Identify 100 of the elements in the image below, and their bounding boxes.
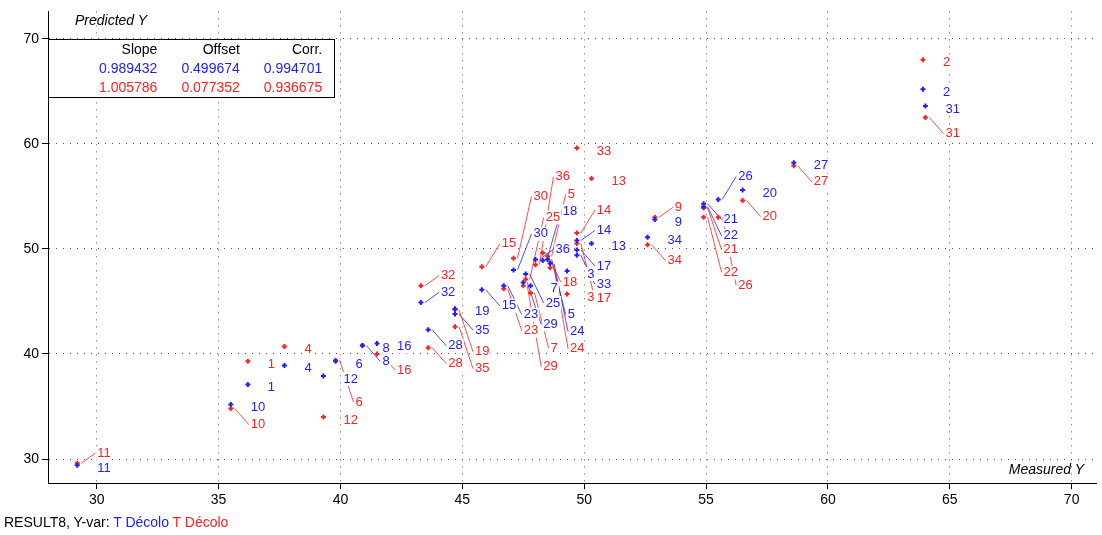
y-tick-label: 30 bbox=[23, 449, 40, 466]
x-tick-label: 35 bbox=[210, 491, 227, 508]
annotation: 21 bbox=[723, 241, 739, 257]
annotation: 15 bbox=[501, 235, 517, 251]
x-tick-label: 55 bbox=[698, 491, 715, 508]
annotation: 8 bbox=[382, 353, 390, 369]
y-tick-label: 50 bbox=[23, 239, 40, 256]
x-axis-title: Measured Y bbox=[1008, 461, 1086, 478]
annotation: 31 bbox=[945, 125, 960, 141]
annotation: 11 bbox=[97, 444, 111, 460]
annotation: 34 bbox=[667, 252, 683, 268]
text: T Décolo bbox=[172, 514, 229, 530]
annotation: 0.936675 bbox=[262, 77, 324, 97]
annotation: 0.077352 bbox=[180, 77, 241, 97]
annotation: 31 bbox=[945, 100, 960, 116]
x-tick-label: 70 bbox=[1063, 491, 1080, 508]
annotation: 6 bbox=[355, 355, 363, 371]
annotation: 9 bbox=[674, 198, 683, 214]
annotation: 35 bbox=[475, 360, 490, 376]
x-tick-label: 45 bbox=[454, 491, 471, 508]
annotation: 3 bbox=[587, 288, 595, 304]
annotation: 23 bbox=[523, 322, 539, 338]
x-tick-label: 65 bbox=[941, 491, 958, 508]
annotation: 20 bbox=[762, 184, 778, 200]
y-tick-label: 40 bbox=[23, 344, 40, 361]
annotation: 10 bbox=[250, 398, 266, 414]
annotation: 13 bbox=[611, 238, 626, 254]
annotation: 17 bbox=[596, 257, 612, 273]
annotation: 0.989432 bbox=[98, 58, 159, 78]
annotation: Offset bbox=[201, 39, 241, 59]
annotation: 20 bbox=[762, 208, 778, 224]
annotation: 35 bbox=[475, 321, 490, 337]
annotation: 19 bbox=[475, 343, 490, 359]
annotation: 14 bbox=[596, 222, 612, 238]
annotation: 12 bbox=[343, 370, 358, 386]
annotation: 24 bbox=[570, 340, 585, 356]
annotation: 26 bbox=[738, 276, 753, 292]
annotation: 30 bbox=[533, 187, 548, 203]
x-tick-label: 60 bbox=[820, 491, 836, 508]
annotation: 34 bbox=[667, 231, 683, 247]
annotation: 22 bbox=[723, 263, 739, 279]
annotation: 16 bbox=[397, 338, 412, 354]
annotation: 12 bbox=[343, 411, 358, 427]
annotation: 29 bbox=[543, 316, 558, 332]
annotation: Slope bbox=[120, 39, 159, 59]
annotation: 9 bbox=[674, 214, 683, 230]
annotation: Corr. bbox=[290, 39, 324, 59]
annotation: 18 bbox=[562, 273, 578, 289]
annotation: 14 bbox=[596, 201, 612, 217]
annotation: 7 bbox=[550, 339, 558, 355]
annotation: 1.005786 bbox=[98, 77, 159, 97]
text: RESULT8, Y-var: bbox=[4, 514, 111, 530]
annotation: 32 bbox=[440, 284, 456, 300]
annotation: 29 bbox=[543, 358, 558, 374]
annotation: 32 bbox=[440, 267, 456, 283]
annotation: 18 bbox=[562, 203, 578, 219]
annotation: 27 bbox=[813, 157, 829, 173]
annotation: 1 bbox=[267, 355, 276, 371]
annotation: 28 bbox=[448, 355, 463, 371]
text: T Décolo bbox=[113, 514, 170, 530]
annotation: 10 bbox=[250, 416, 266, 432]
annotation: 3 bbox=[587, 265, 595, 281]
annotation: 4 bbox=[304, 360, 312, 376]
annotation: 36 bbox=[555, 240, 570, 256]
annotation: 21 bbox=[723, 211, 739, 227]
annotation: 23 bbox=[523, 306, 539, 322]
annotation: 30 bbox=[533, 225, 548, 241]
annotation: 16 bbox=[397, 361, 412, 377]
x-tick-label: 30 bbox=[88, 491, 105, 508]
annotation: 0.499674 bbox=[180, 58, 241, 78]
annotation: 6 bbox=[355, 393, 363, 409]
annotation: 19 bbox=[475, 303, 490, 319]
annotation: 7 bbox=[550, 280, 558, 296]
annotation: 15 bbox=[501, 297, 517, 313]
annotation: 5 bbox=[567, 305, 575, 321]
annotation: 4 bbox=[304, 341, 312, 357]
annotation: 33 bbox=[596, 142, 612, 158]
annotation: 0.994701 bbox=[262, 58, 324, 78]
y-tick-label: 70 bbox=[23, 29, 40, 46]
annotation: 22 bbox=[723, 227, 739, 243]
annotation: 27 bbox=[813, 173, 829, 189]
x-tick-label: 50 bbox=[576, 491, 593, 508]
annotation: 2 bbox=[942, 83, 951, 99]
annotation: 36 bbox=[555, 168, 570, 184]
annotation: 33 bbox=[596, 275, 612, 291]
annotation: 24 bbox=[570, 323, 585, 339]
y-axis-title: Predicted Y bbox=[75, 12, 149, 29]
annotation: 25 bbox=[545, 208, 561, 224]
annotation: 2 bbox=[942, 54, 951, 70]
y-tick-label: 60 bbox=[23, 134, 40, 151]
annotation: 11 bbox=[97, 459, 111, 475]
annotation: 8 bbox=[382, 340, 390, 356]
annotation: 5 bbox=[567, 185, 575, 201]
annotation: 28 bbox=[448, 337, 463, 353]
annotation: 17 bbox=[596, 290, 612, 306]
annotation: 26 bbox=[738, 168, 753, 184]
annotation: 13 bbox=[611, 173, 626, 189]
annotation: 1 bbox=[267, 379, 276, 394]
annotation: 25 bbox=[545, 294, 561, 310]
x-tick-label: 40 bbox=[332, 491, 349, 508]
